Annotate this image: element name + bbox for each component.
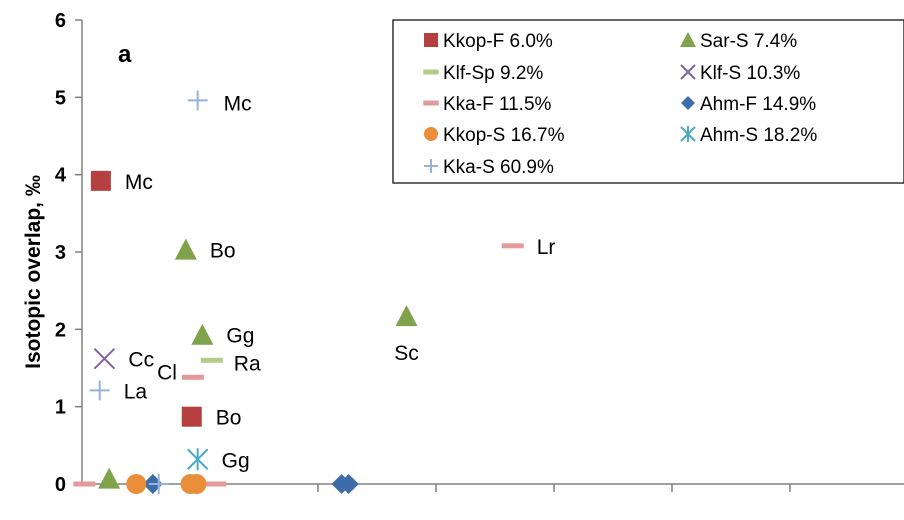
- data-point: [98, 467, 121, 489]
- y-tick-label: 5: [55, 87, 66, 109]
- data-point: [89, 380, 110, 401]
- point-annotation: La: [124, 380, 148, 403]
- data-point: [200, 357, 223, 363]
- y-tick-label: 6: [55, 10, 66, 32]
- data-point: [174, 238, 197, 260]
- series-x: [93, 348, 116, 370]
- series-triangle: [98, 238, 418, 489]
- point-marker: [191, 323, 214, 345]
- point-marker: [424, 33, 438, 47]
- data-point: [186, 448, 209, 471]
- point-marker: [73, 481, 96, 487]
- point-marker: [423, 100, 439, 106]
- data-point: [191, 323, 214, 345]
- legend-item: Kka-S 60.9%: [424, 157, 554, 178]
- y-tick-label: 3: [55, 242, 66, 264]
- point-marker: [181, 406, 202, 427]
- data-point: [187, 90, 208, 111]
- data-point: [395, 305, 418, 327]
- series-square: [90, 170, 202, 427]
- point-annotation: Sc: [394, 342, 419, 365]
- point-annotation: Mc: [224, 92, 252, 115]
- point-marker: [681, 96, 695, 110]
- data-point: [90, 170, 111, 191]
- point-annotation: Ra: [234, 352, 261, 375]
- point-marker: [93, 348, 116, 370]
- legend-label: Kka-F 11.5%: [443, 94, 552, 115]
- point-annotation: Bo: [210, 240, 236, 263]
- legend-item: Ahm-F 14.9%: [681, 94, 816, 115]
- point-marker: [423, 69, 439, 75]
- point-annotation: Cl: [157, 361, 177, 384]
- point-annotation: Bo: [216, 407, 242, 430]
- point-marker: [501, 243, 524, 249]
- legend-label: Sar-S 7.4%: [700, 31, 797, 52]
- point-marker: [680, 32, 696, 47]
- y-tick-label: 0: [55, 474, 66, 496]
- point-marker: [90, 170, 111, 191]
- legend-label: Ahm-S 18.2%: [700, 125, 817, 146]
- point-marker: [680, 64, 696, 80]
- point-annotation: Lr: [537, 236, 556, 259]
- point-marker: [424, 127, 438, 141]
- point-marker: [181, 374, 204, 380]
- point-marker: [174, 238, 197, 260]
- data-point: [181, 406, 202, 427]
- y-axis-label: Isotopic overlap, ‰: [22, 175, 45, 369]
- data-point: [73, 481, 96, 487]
- point-marker: [126, 474, 147, 494]
- data-point: [186, 474, 207, 494]
- point-marker: [98, 467, 121, 489]
- legend-box: [392, 19, 904, 184]
- series-circle: [126, 474, 207, 494]
- data-point: [501, 243, 524, 249]
- legend-label: Kkop-F 6.0%: [443, 31, 553, 52]
- data-point: [338, 474, 359, 494]
- y-tick-label: 1: [55, 397, 66, 419]
- point-marker: [395, 305, 418, 327]
- point-marker: [200, 357, 223, 363]
- point-marker: [338, 474, 359, 494]
- legend: Kkop-F 6.0% Sar-S 7.4% Klf-Sp 9.2% Klf-S 10…: [392, 19, 904, 184]
- data-point: [148, 474, 169, 494]
- data-point: [204, 481, 227, 487]
- series-asterisk: [186, 448, 209, 471]
- legend-item: Kkop-S 16.7%: [424, 125, 565, 146]
- data-point: [181, 374, 204, 380]
- legend-item: Kka-F 11.5%: [423, 94, 552, 115]
- data-point: [93, 348, 116, 370]
- legend-item: Sar-S 7.4%: [680, 31, 797, 52]
- point-marker: [204, 481, 227, 487]
- legend-item: Kkop-F 6.0%: [424, 31, 553, 52]
- point-annotation: Cc: [128, 349, 154, 372]
- y-tick-label: 4: [55, 165, 67, 187]
- data-point: [126, 474, 147, 494]
- point-marker: [186, 474, 207, 494]
- series-dash: [200, 357, 223, 363]
- legend-item: Ahm-S 18.2%: [680, 125, 817, 146]
- legend-item: Klf-S 10.3%: [680, 63, 800, 84]
- y-tick-label: 2: [55, 319, 66, 341]
- legend-label: Ahm-F 14.9%: [700, 94, 816, 115]
- point-annotation: Mc: [125, 171, 153, 194]
- legend-label: Klf-Sp 9.2%: [443, 63, 543, 84]
- legend-label: Kkop-S 16.7%: [443, 125, 565, 146]
- legend-label: Kka-S 60.9%: [443, 157, 554, 178]
- legend-item: Klf-Sp 9.2%: [423, 63, 543, 84]
- legend-label: Klf-S 10.3%: [700, 63, 800, 84]
- point-annotation: Gg: [222, 449, 250, 472]
- series-plus: [89, 90, 208, 494]
- point-annotation: Gg: [226, 325, 254, 348]
- series-dash: [73, 243, 524, 487]
- panel-label: a: [118, 41, 132, 68]
